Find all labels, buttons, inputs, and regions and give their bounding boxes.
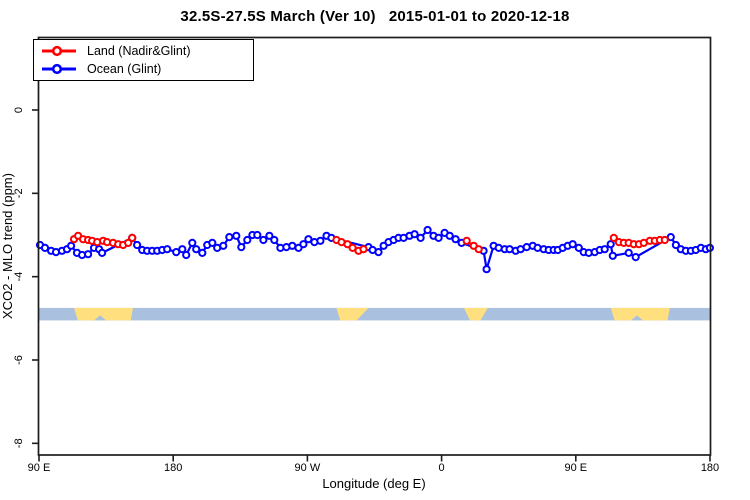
data-point bbox=[208, 238, 217, 247]
axis-ticks-layer: 90 E 180 90 W 0 90 E 180 0 -2 -4 -6 -8 bbox=[13, 107, 719, 474]
data-point bbox=[192, 245, 201, 254]
data-point bbox=[163, 245, 172, 254]
land-ocean-band bbox=[37, 307, 711, 321]
ocean-notch bbox=[94, 315, 107, 321]
data-point bbox=[631, 253, 640, 262]
x-tick-label: 0 bbox=[439, 462, 445, 474]
data-point bbox=[624, 248, 633, 257]
plot-border bbox=[37, 36, 712, 456]
land-band-segment bbox=[74, 307, 133, 321]
data-point bbox=[445, 231, 454, 240]
legend-ocean-marker-icon bbox=[42, 63, 76, 74]
data-point bbox=[609, 233, 618, 242]
data-point bbox=[671, 240, 681, 250]
data-point bbox=[237, 243, 246, 252]
x-tick-label: 90 W bbox=[295, 462, 321, 474]
data-point bbox=[606, 240, 615, 249]
legend-entry-ocean: Ocean (Glint) bbox=[40, 61, 247, 77]
legend-label-land: Land (Nadir&Glint) bbox=[87, 44, 191, 59]
data-point bbox=[304, 235, 313, 244]
data-point bbox=[299, 240, 308, 249]
land-band-segment bbox=[610, 307, 670, 321]
data-point bbox=[451, 235, 460, 244]
data-point bbox=[172, 248, 181, 257]
legend-land-marker-icon bbox=[42, 46, 76, 57]
data-point bbox=[188, 238, 197, 247]
data-point bbox=[225, 233, 234, 242]
data-point bbox=[410, 230, 419, 239]
x-tick-label: 180 bbox=[164, 462, 182, 474]
data-series-layer bbox=[35, 225, 715, 274]
data-point bbox=[67, 241, 76, 250]
data-point bbox=[232, 231, 241, 240]
data-point bbox=[474, 245, 483, 254]
legend: Land (Nadir&Glint) Ocean (Glint) bbox=[33, 39, 254, 81]
data-point bbox=[608, 251, 617, 260]
data-point bbox=[462, 236, 471, 245]
data-point bbox=[133, 240, 142, 250]
data-point bbox=[182, 250, 191, 260]
legend-entry-land: Land (Nadir&Glint) bbox=[40, 43, 247, 59]
chart-title: 32.5S-27.5S March (Ver 10) 2015-01-01 to… bbox=[180, 8, 570, 25]
legend-label-ocean: Ocean (Glint) bbox=[87, 61, 162, 76]
data-point bbox=[600, 245, 609, 254]
data-point bbox=[40, 243, 50, 252]
land-band-segment bbox=[463, 307, 488, 321]
y-tick-label: -4 bbox=[13, 272, 25, 282]
y-tick-label: 0 bbox=[13, 107, 25, 113]
data-point bbox=[416, 233, 425, 242]
data-point bbox=[574, 243, 583, 252]
x-axis-title: Longitude (deg E) bbox=[322, 476, 425, 491]
y-axis-title: XCO2 - MLO trend (ppm) bbox=[0, 173, 15, 319]
data-point bbox=[270, 235, 279, 245]
data-point bbox=[84, 250, 93, 259]
data-point bbox=[128, 233, 137, 242]
data-point bbox=[178, 245, 187, 254]
data-point bbox=[359, 245, 368, 254]
data-point bbox=[423, 225, 432, 235]
data-point bbox=[316, 236, 325, 245]
data-point bbox=[198, 248, 207, 257]
data-point bbox=[259, 235, 268, 245]
data-point bbox=[219, 241, 228, 250]
data-point bbox=[666, 233, 675, 242]
data-point bbox=[98, 248, 107, 257]
y-tick-label: -2 bbox=[13, 188, 25, 198]
x-tick-label: 90 E bbox=[28, 462, 51, 474]
y-tick-label: -8 bbox=[13, 438, 25, 448]
data-point bbox=[568, 240, 577, 249]
x-tick-label: 90 E bbox=[564, 462, 587, 474]
data-point bbox=[253, 230, 262, 240]
data-point bbox=[434, 233, 443, 242]
data-point bbox=[124, 238, 133, 247]
land-band-segment bbox=[336, 307, 369, 321]
data-point bbox=[265, 231, 274, 240]
ocean-band bbox=[37, 307, 711, 321]
ocean-notch bbox=[630, 315, 643, 321]
data-point bbox=[482, 265, 491, 274]
data-point bbox=[343, 240, 352, 249]
data-point bbox=[660, 235, 669, 245]
y-tick-label: -6 bbox=[13, 355, 25, 365]
data-point bbox=[374, 248, 383, 257]
data-point bbox=[243, 235, 252, 245]
x-tick-label: 180 bbox=[701, 462, 719, 474]
